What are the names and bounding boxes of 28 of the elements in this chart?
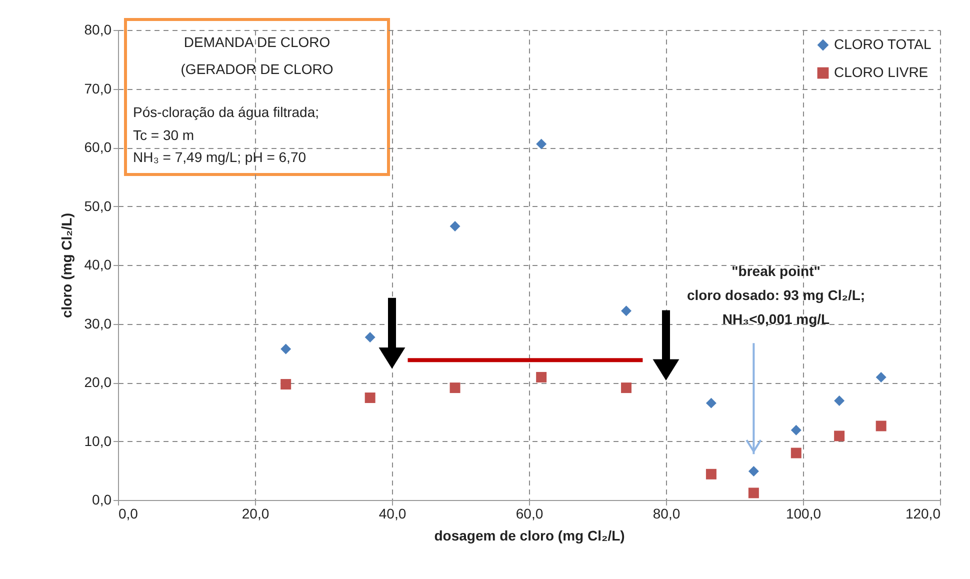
x-tick-label: 100,0 <box>786 506 822 522</box>
annotation: DEMANDA DE CLORO <box>184 34 330 50</box>
annotation: "break point" <box>732 263 820 279</box>
y-tick-label: 30,0 <box>84 315 112 332</box>
annotation: NH₃ = 7,49 mg/L; pH = 6,70 <box>133 149 306 165</box>
y-tick-label: 0,0 <box>92 492 112 508</box>
y-tick-label: 50,0 <box>84 198 112 214</box>
annotation: Pós-cloração da água filtrada; <box>133 104 319 120</box>
annotation: (GERADOR DE CLORO <box>180 61 334 77</box>
y-tick-label: 80,0 <box>84 22 112 38</box>
x-tick-label: 80,0 <box>652 506 680 522</box>
y-tick-label: 10,0 <box>84 432 112 449</box>
annotation: Tc = 30 m <box>133 127 194 143</box>
annotation: NH₃<0,001 mg/L <box>722 311 830 327</box>
legend-label: CLORO TOTAL <box>834 36 932 52</box>
x-tick-label: 60,0 <box>516 506 544 522</box>
x-axis-title: dosagem de cloro (mg Cl₂/L) <box>434 528 625 544</box>
annotation: cloro dosado: 93 mg Cl₂/L; <box>686 287 866 303</box>
x-tick-label: 20,0 <box>242 506 270 522</box>
y-tick-label: 40,0 <box>84 256 112 272</box>
x-tick-label: 40,0 <box>378 506 406 522</box>
y-axis-title: cloro (mg Cl₂/L) <box>58 213 74 318</box>
x-tick-label: 120,0 <box>905 506 941 522</box>
x-tick-label: 0,0 <box>118 506 138 522</box>
y-tick-label: 20,0 <box>84 374 112 390</box>
legend-label: CLORO LIVRE <box>834 64 928 80</box>
y-tick-label: 70,0 <box>84 80 112 96</box>
y-tick-label: 60,0 <box>84 139 112 155</box>
